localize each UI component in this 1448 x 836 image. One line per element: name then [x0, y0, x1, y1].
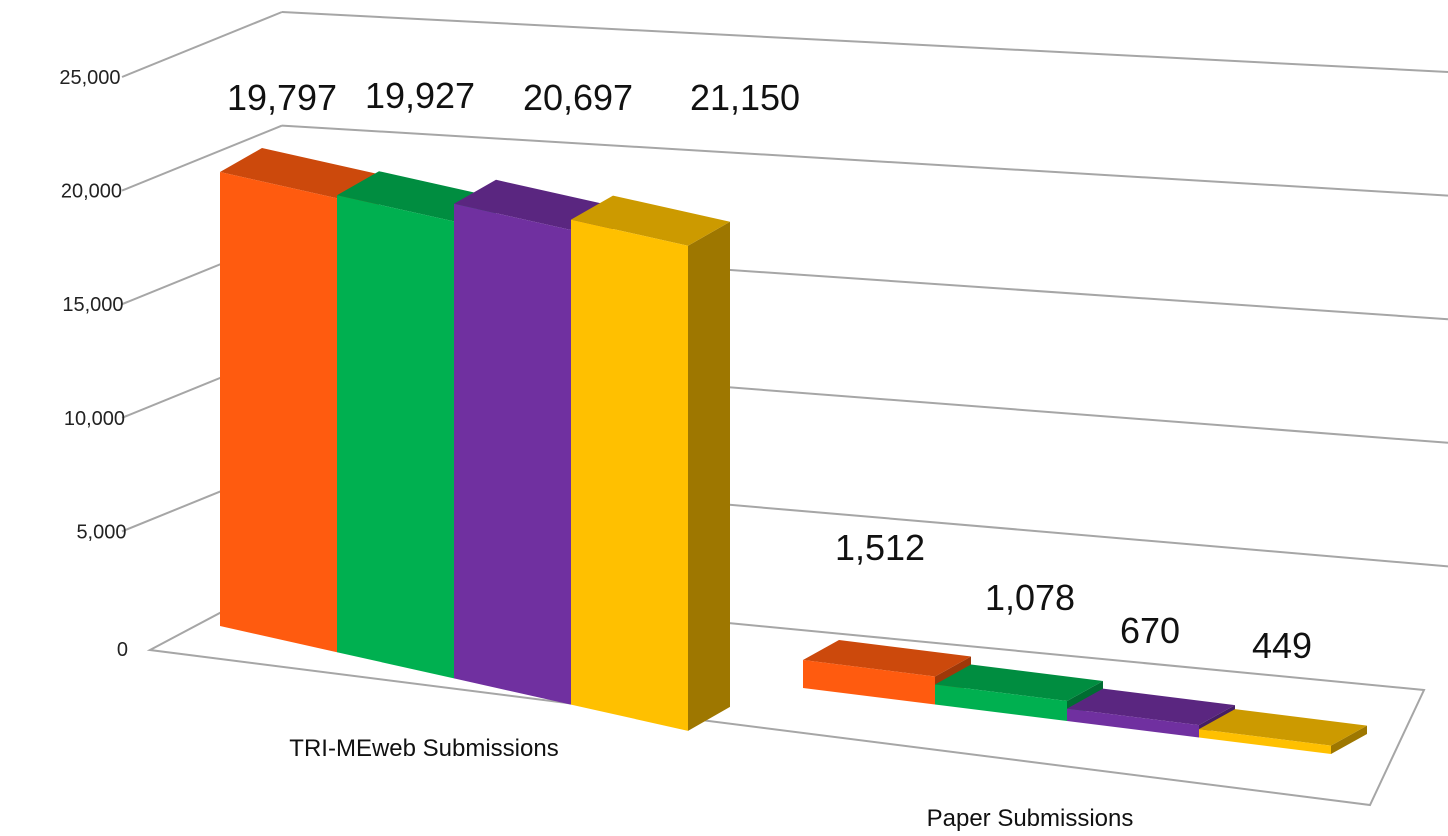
bar-front-face — [1067, 708, 1199, 738]
data-label: 449 — [1252, 625, 1312, 666]
y-tick-label: 0 — [117, 639, 128, 661]
bar-front-face — [220, 172, 337, 653]
side-gridline — [121, 11, 283, 78]
bar-top-face — [454, 179, 613, 230]
data-labels: 19,797 19,927 20,697 21,150 1,512 1,078 670 449 — [227, 75, 1312, 666]
bar-front-face — [337, 195, 454, 679]
bar-top-face — [571, 195, 730, 246]
back-gridline — [281, 124, 1448, 197]
y-tick-label: 5,000 — [76, 521, 126, 543]
bar-side-face — [1331, 725, 1367, 754]
category-label: TRI-MEweb Submissions — [289, 735, 558, 762]
bar — [571, 195, 730, 731]
data-label: 1,512 — [835, 527, 925, 568]
bar-front-face — [935, 684, 1067, 721]
data-label: 19,927 — [365, 75, 475, 116]
bar-top-face — [220, 148, 379, 199]
y-tick-label: 10,000 — [64, 408, 125, 430]
bar-front-face — [571, 219, 688, 731]
bar-side-face — [688, 221, 730, 731]
bar-front-face — [803, 660, 935, 705]
bar — [1199, 709, 1367, 754]
data-label: 20,697 — [523, 77, 633, 118]
bar-top-face — [935, 664, 1103, 702]
back-gridline — [281, 11, 1448, 73]
data-label: 670 — [1120, 610, 1180, 651]
category-label: Paper Submissions — [927, 805, 1134, 832]
y-tick-label: 25,000 — [59, 67, 120, 89]
category-labels: TRI-MEweb Submissions Paper Submissions — [289, 735, 1133, 832]
y-axis-ticks: 0 5,000 10,000 15,000 20,000 25,000 — [59, 67, 128, 661]
bar-top-face — [1067, 688, 1235, 726]
data-label: 19,797 — [227, 77, 337, 118]
bar-front-face — [454, 203, 571, 705]
bars — [220, 148, 1367, 754]
y-tick-label: 15,000 — [62, 294, 123, 316]
bar-top-face — [1199, 709, 1367, 746]
data-label: 1,078 — [985, 577, 1075, 618]
bar-front-face — [1199, 729, 1331, 754]
data-label: 21,150 — [690, 77, 800, 118]
side-gridline — [121, 124, 283, 192]
bar-top-face — [803, 640, 971, 677]
y-tick-label: 20,000 — [61, 181, 122, 203]
